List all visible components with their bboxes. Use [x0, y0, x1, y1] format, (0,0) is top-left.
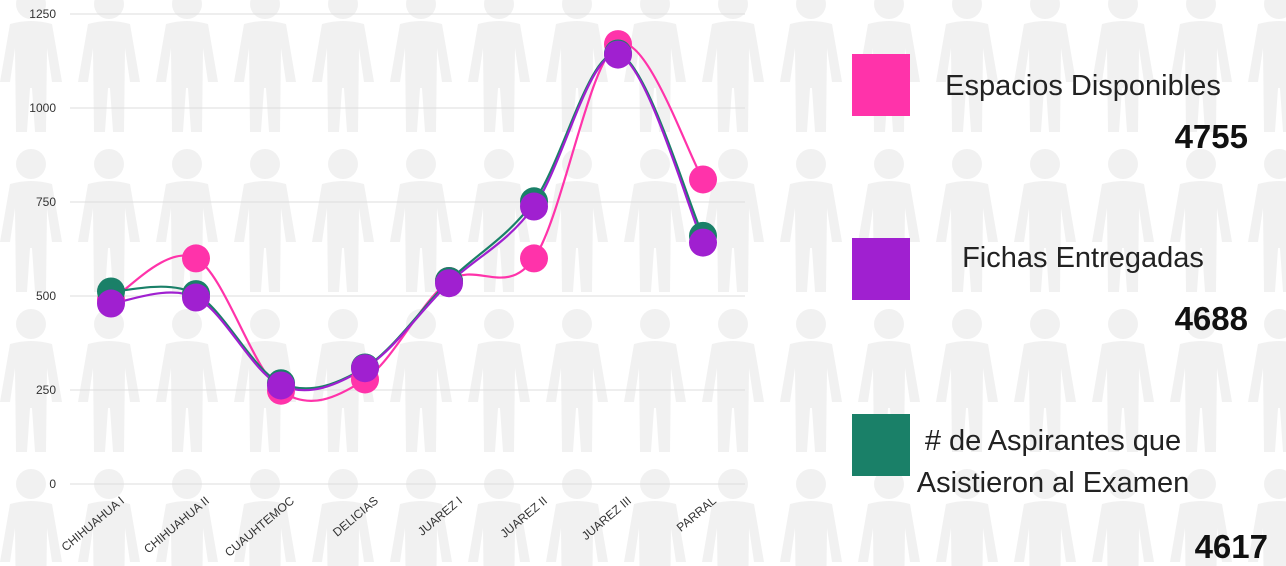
chart-legend: Espacios Disponibles 4755 Fichas Entrega… [840, 40, 1268, 566]
x-tick-label: CHIHUAHUA I [59, 494, 127, 554]
y-tick-label-0: 0 [49, 477, 56, 491]
data-point-series-1 [351, 354, 379, 383]
data-point-series-1 [435, 269, 463, 298]
x-tick-label: PARRAL [674, 493, 719, 534]
legend-swatch-espacios [852, 54, 910, 116]
data-point-series-0 [689, 165, 717, 194]
data-point-series-1 [604, 40, 632, 69]
series-line-0 [110, 42, 704, 402]
legend-swatch-aspirantes [852, 414, 910, 476]
y-tick-label-1250: 1250 [29, 7, 56, 21]
legend-total-espacios: 4755 [1174, 118, 1248, 155]
data-point-series-1 [97, 289, 125, 318]
legend-item-fichas: Fichas Entregadas 4688 [840, 224, 1250, 354]
data-point-series-0 [520, 244, 548, 273]
y-tick-label-250: 250 [36, 383, 56, 397]
x-tick-label: JUAREZ II [498, 494, 550, 541]
legend-total-fichas: 4688 [1174, 300, 1248, 337]
legend-label-fichas: Fichas Entregadas [962, 242, 1204, 274]
data-point-series-1 [267, 371, 295, 400]
line-chart: 0 250 500 750 1000 1250 CHIHUAHUA I CHIHUAHUA I… [29, 7, 745, 560]
y-tick-label-1000: 1000 [29, 101, 56, 115]
x-tick-label: DELICIAS [330, 494, 381, 540]
legend-swatch-fichas [852, 238, 910, 300]
x-tick-label: JUAREZ III [579, 494, 634, 543]
x-tick-label: JUAREZ I [415, 494, 465, 539]
series-line-1 [110, 53, 705, 392]
y-tick-label-750: 750 [36, 195, 56, 209]
data-point-series-1 [182, 283, 210, 312]
data-point-series-1 [689, 228, 717, 257]
data-point-series-1 [520, 192, 548, 221]
legend-item-espacios: Espacios Disponibles 4755 [840, 40, 1250, 170]
legend-total-aspirantes: 4617 [1194, 528, 1268, 565]
y-tick-label-500: 500 [36, 289, 56, 303]
series-line-2 [110, 52, 704, 390]
x-tick-label: CUAUHTEMOC [222, 493, 297, 559]
data-point-series-0 [182, 244, 210, 273]
x-tick-label: CHIHUAHUA II [141, 494, 212, 557]
legend-item-aspirantes: # de Aspirantes que Asistieron al Examen… [840, 400, 1268, 566]
legend-label-espacios: Espacios Disponibles [945, 70, 1221, 102]
legend-label-aspirantes: # de Aspirantes que Asistieron al Examen [916, 425, 1190, 499]
